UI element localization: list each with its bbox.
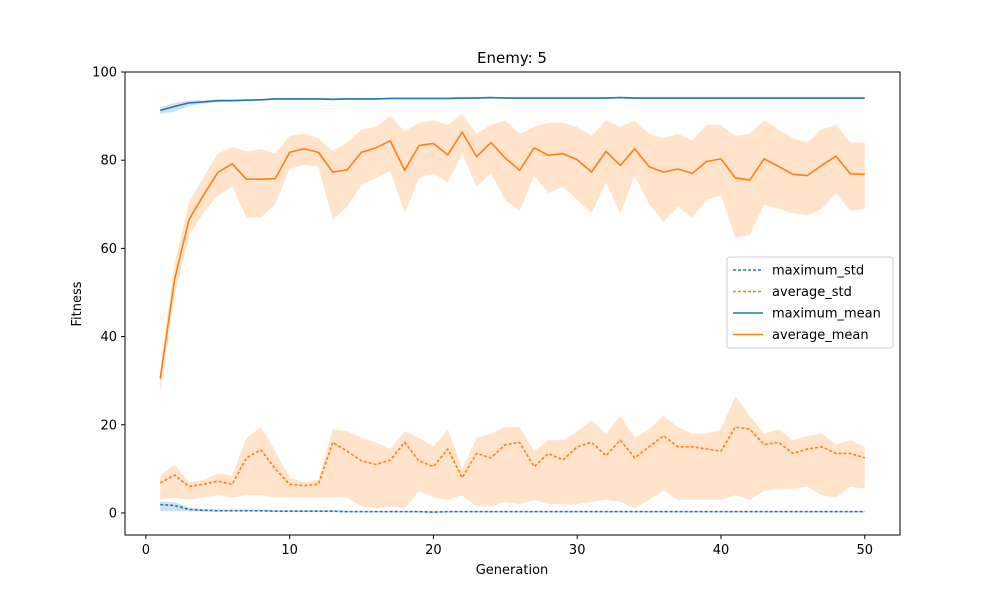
plot-frame: [124, 71, 901, 536]
legend-label-average-std: average_std: [772, 285, 852, 300]
y-axis-ticks: 0 20 40 60 80 100: [92, 66, 125, 521]
maximum-std-line: [160, 503, 865, 513]
average-std-band: [160, 396, 865, 509]
y-axis-label: Fitness: [70, 281, 85, 326]
legend-label-maximum-std: maximum_std: [772, 264, 864, 279]
x-tick-label: 10: [281, 543, 298, 558]
chart-title: Enemy: 5: [477, 49, 547, 67]
series-lines: [159, 96, 866, 513]
y-tick-label: 60: [100, 242, 117, 257]
y-tick-label: 80: [100, 154, 117, 169]
x-tick-label: 0: [142, 543, 150, 558]
x-tick-label: 40: [713, 543, 730, 558]
x-axis-ticks: 0 10 20 30 40 50: [142, 535, 873, 558]
legend-label-maximum-mean: maximum_mean: [772, 307, 881, 322]
average-mean-band: [160, 113, 865, 394]
average-mean-line: [159, 131, 865, 379]
legend: maximum_std average_std maximum_meanaverag…: [726, 256, 894, 349]
maximum-std-band: [160, 501, 865, 513]
x-tick-label: 30: [569, 543, 586, 558]
y-tick-label: 40: [100, 330, 117, 345]
x-tick-label: 20: [425, 543, 442, 558]
y-tick-label: 20: [100, 418, 117, 433]
x-tick-label: 50: [856, 543, 873, 558]
legend-box: [726, 256, 894, 349]
x-axis-label: Generation: [476, 563, 549, 578]
maximum-mean-line: [160, 96, 865, 112]
legend-label-average-mean: average_mean: [772, 328, 869, 343]
average-std-line: [159, 426, 866, 488]
y-tick-label: 100: [92, 66, 117, 81]
y-tick-label: 0: [109, 506, 117, 521]
